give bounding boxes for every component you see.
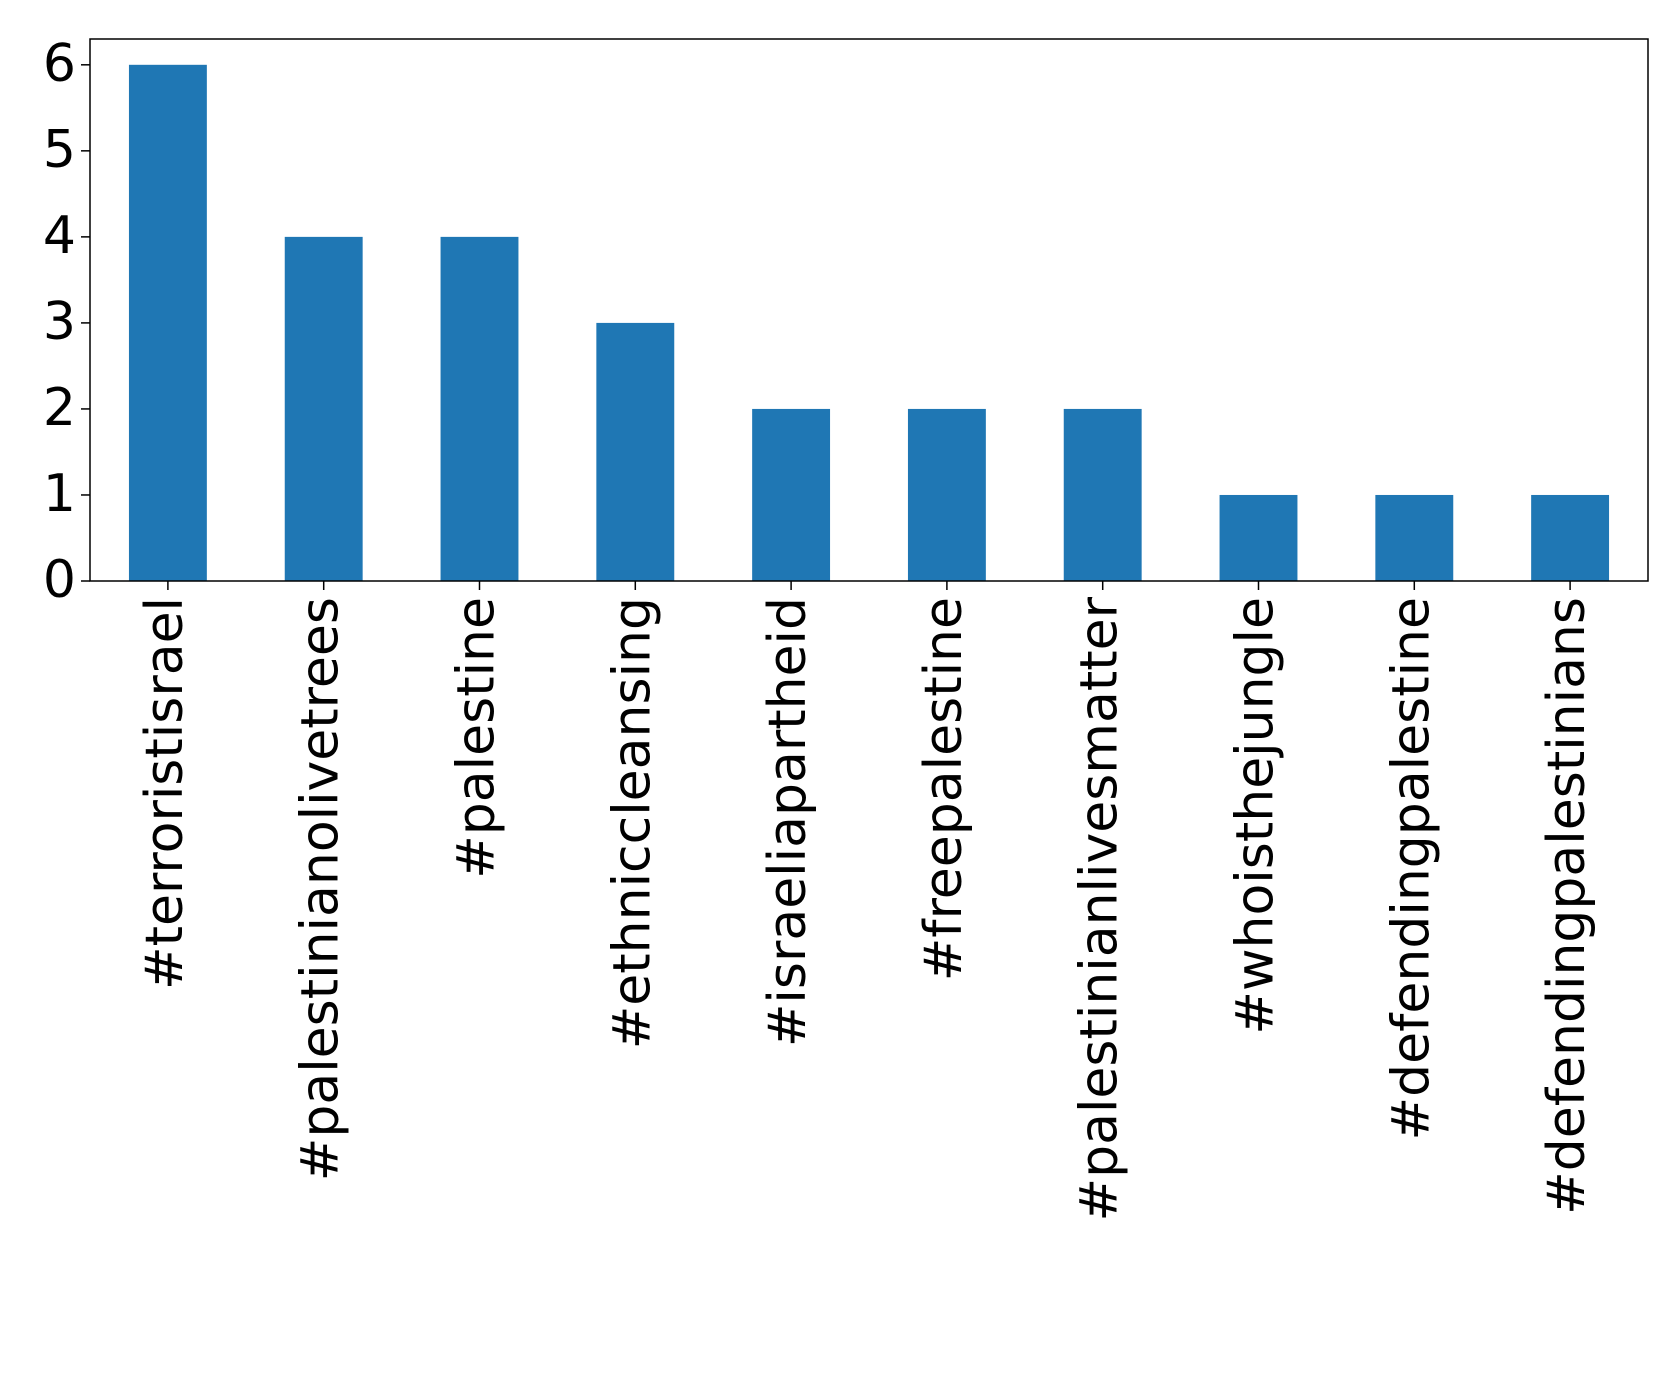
y-tick-label: 3 bbox=[43, 292, 76, 352]
y-tick-label: 2 bbox=[43, 378, 76, 438]
bar bbox=[907, 408, 986, 581]
plot-frame bbox=[89, 38, 1649, 582]
bar bbox=[284, 236, 363, 581]
bar bbox=[440, 236, 519, 581]
x-tick-label: #whoisthejungle bbox=[1226, 597, 1286, 1035]
y-tick-label: 6 bbox=[43, 34, 76, 94]
x-tick-label: #palestine bbox=[447, 597, 507, 879]
bar bbox=[1063, 408, 1142, 581]
bar bbox=[752, 408, 831, 581]
x-tick-label: #israeliapartheid bbox=[758, 597, 818, 1047]
y-tick-label: 1 bbox=[43, 464, 76, 524]
bar bbox=[1375, 494, 1454, 581]
bar bbox=[596, 322, 675, 581]
x-tick-label: #terroristisrael bbox=[135, 597, 195, 990]
x-tick-label: #ethniccleansing bbox=[602, 597, 662, 1049]
bar bbox=[1219, 494, 1298, 581]
x-tick-label: #defendingpalestinians bbox=[1537, 597, 1597, 1215]
y-tick-label: 4 bbox=[43, 206, 76, 266]
x-tick-label: #freepalestine bbox=[914, 597, 974, 981]
bar bbox=[1531, 494, 1610, 581]
y-tick-label: 0 bbox=[43, 550, 76, 610]
x-tick-label: #palestinianlivesmatter bbox=[1070, 596, 1130, 1221]
y-tick-label: 5 bbox=[43, 120, 76, 180]
bar bbox=[128, 64, 207, 582]
x-tick-label: #palestinianolivetrees bbox=[291, 597, 351, 1181]
x-tick-label: #defendingpalestine bbox=[1381, 597, 1441, 1140]
